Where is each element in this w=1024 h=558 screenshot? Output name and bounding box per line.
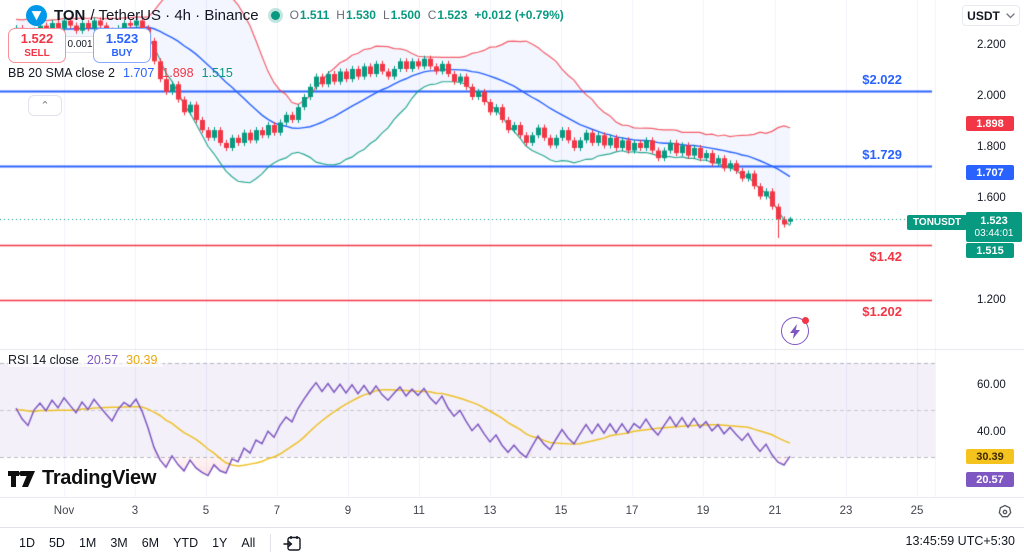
time-tick-label: 19 [696,505,710,517]
notification-dot [802,317,809,324]
time-tick-label: 5 [202,505,210,517]
candle-countdown: 03:44:01 [974,227,1014,239]
range-button-ytd[interactable]: YTD [173,536,199,550]
rsi-indicator-legend[interactable]: RSI 14 close 20.57 30.39 [8,353,164,367]
clock-timezone[interactable]: 13:45:59 UTC+5:30 [905,534,1015,548]
range-button-1m[interactable]: 1M [78,536,97,550]
spread-value: 0.001 [64,36,96,53]
range-toolbar: 1D 5D 1M 3M 6M YTD 1Y All [0,527,1024,558]
rsi-value: 20.57 [86,353,119,367]
time-axis[interactable]: Nov 3 5 7 9 11 13 15 17 19 21 23 25 [0,497,1024,527]
time-tick-label: 25 [910,505,924,517]
buy-button[interactable]: 1.523 BUY [93,28,151,63]
bb-value: 1.515 [201,66,233,80]
price-badge: 1.898 [966,116,1014,131]
toolbar-divider [270,534,272,552]
time-tick-label: 3 [131,505,139,517]
currency-selector[interactable]: USDT [962,5,1020,26]
collapse-pane-button[interactable]: ⌃ [28,95,62,116]
axis-settings-gear-icon[interactable] [995,502,1015,522]
ton-logo-icon [26,4,47,26]
rsi-badge: 30.39 [966,449,1014,464]
price-tick-label: 1.200 [977,294,1006,306]
tradingview-mark-icon [8,470,35,487]
range-button-all[interactable]: All [241,536,256,550]
time-tick-label: 13 [483,505,497,517]
range-button-6m[interactable]: 6M [141,536,160,550]
level-line-label: $1.42 [869,248,902,264]
symbol-header: TON / TetherUS · 4h · Binance O1.511 H1.… [26,4,564,26]
level-line-label: $2.022 [862,72,902,88]
range-button-1d[interactable]: 1D [19,536,35,550]
boost-lightning-button[interactable] [781,317,809,345]
market-status-dot[interactable] [270,10,280,20]
lightning-icon [789,323,800,339]
time-tick-label: Nov [53,505,75,517]
bb-value: 1.707 [123,66,155,80]
last-price-countdown-badge: 1.523 03:44:01 [966,212,1022,242]
chevron-down-icon [1006,12,1015,18]
time-tick-label: 23 [839,505,853,517]
price-tick-label: 1.600 [977,192,1006,204]
rsi-tick-label: 60.00 [977,379,1006,391]
level-line-label: $1.202 [862,304,902,320]
time-tick-label: 7 [273,505,281,517]
time-tick-label: 11 [413,505,425,517]
ohlc-values: O1.511 H1.530 L1.500 C1.523 +0.012 (+0.7… [289,8,564,22]
go-to-date-icon[interactable] [279,533,306,554]
symbol-title[interactable]: TON [54,6,86,24]
symbol-price-label: TONUSDT [907,215,968,230]
range-button-3m[interactable]: 3M [110,536,128,550]
price-tick-label: 2.200 [977,39,1006,51]
bb-value: 1.898 [162,66,194,80]
price-badge: 1.707 [966,165,1014,180]
range-button-1y[interactable]: 1Y [212,536,228,550]
price-badge: 1.515 [966,243,1014,258]
time-tick-label: 17 [625,505,639,517]
bb-indicator-legend[interactable]: BB 20 SMA close 2 1.707 1.898 1.515 [8,66,233,80]
price-tick-label: 1.800 [977,141,1006,153]
range-button-5d[interactable]: 5D [48,536,65,550]
rsi-badge: 20.57 [966,472,1014,487]
rsi-tick-label: 40.00 [977,426,1006,438]
time-tick-label: 15 [554,505,568,517]
tradingview-wordmark: TradingView [42,467,157,489]
time-tick-label: 9 [344,505,352,517]
sell-button[interactable]: 1.522 SELL [8,28,66,63]
tradingview-logo[interactable]: TradingView [8,467,156,490]
rsi-ma-value: 30.39 [126,353,158,367]
level-line-label: $1.729 [862,147,902,163]
price-change: +0.012 (+0.79%) [474,8,564,22]
price-tick-label: 2.000 [977,90,1006,102]
time-tick-label: 21 [768,505,782,517]
symbol-subtitle: / TetherUS · 4h · Binance [90,6,259,24]
